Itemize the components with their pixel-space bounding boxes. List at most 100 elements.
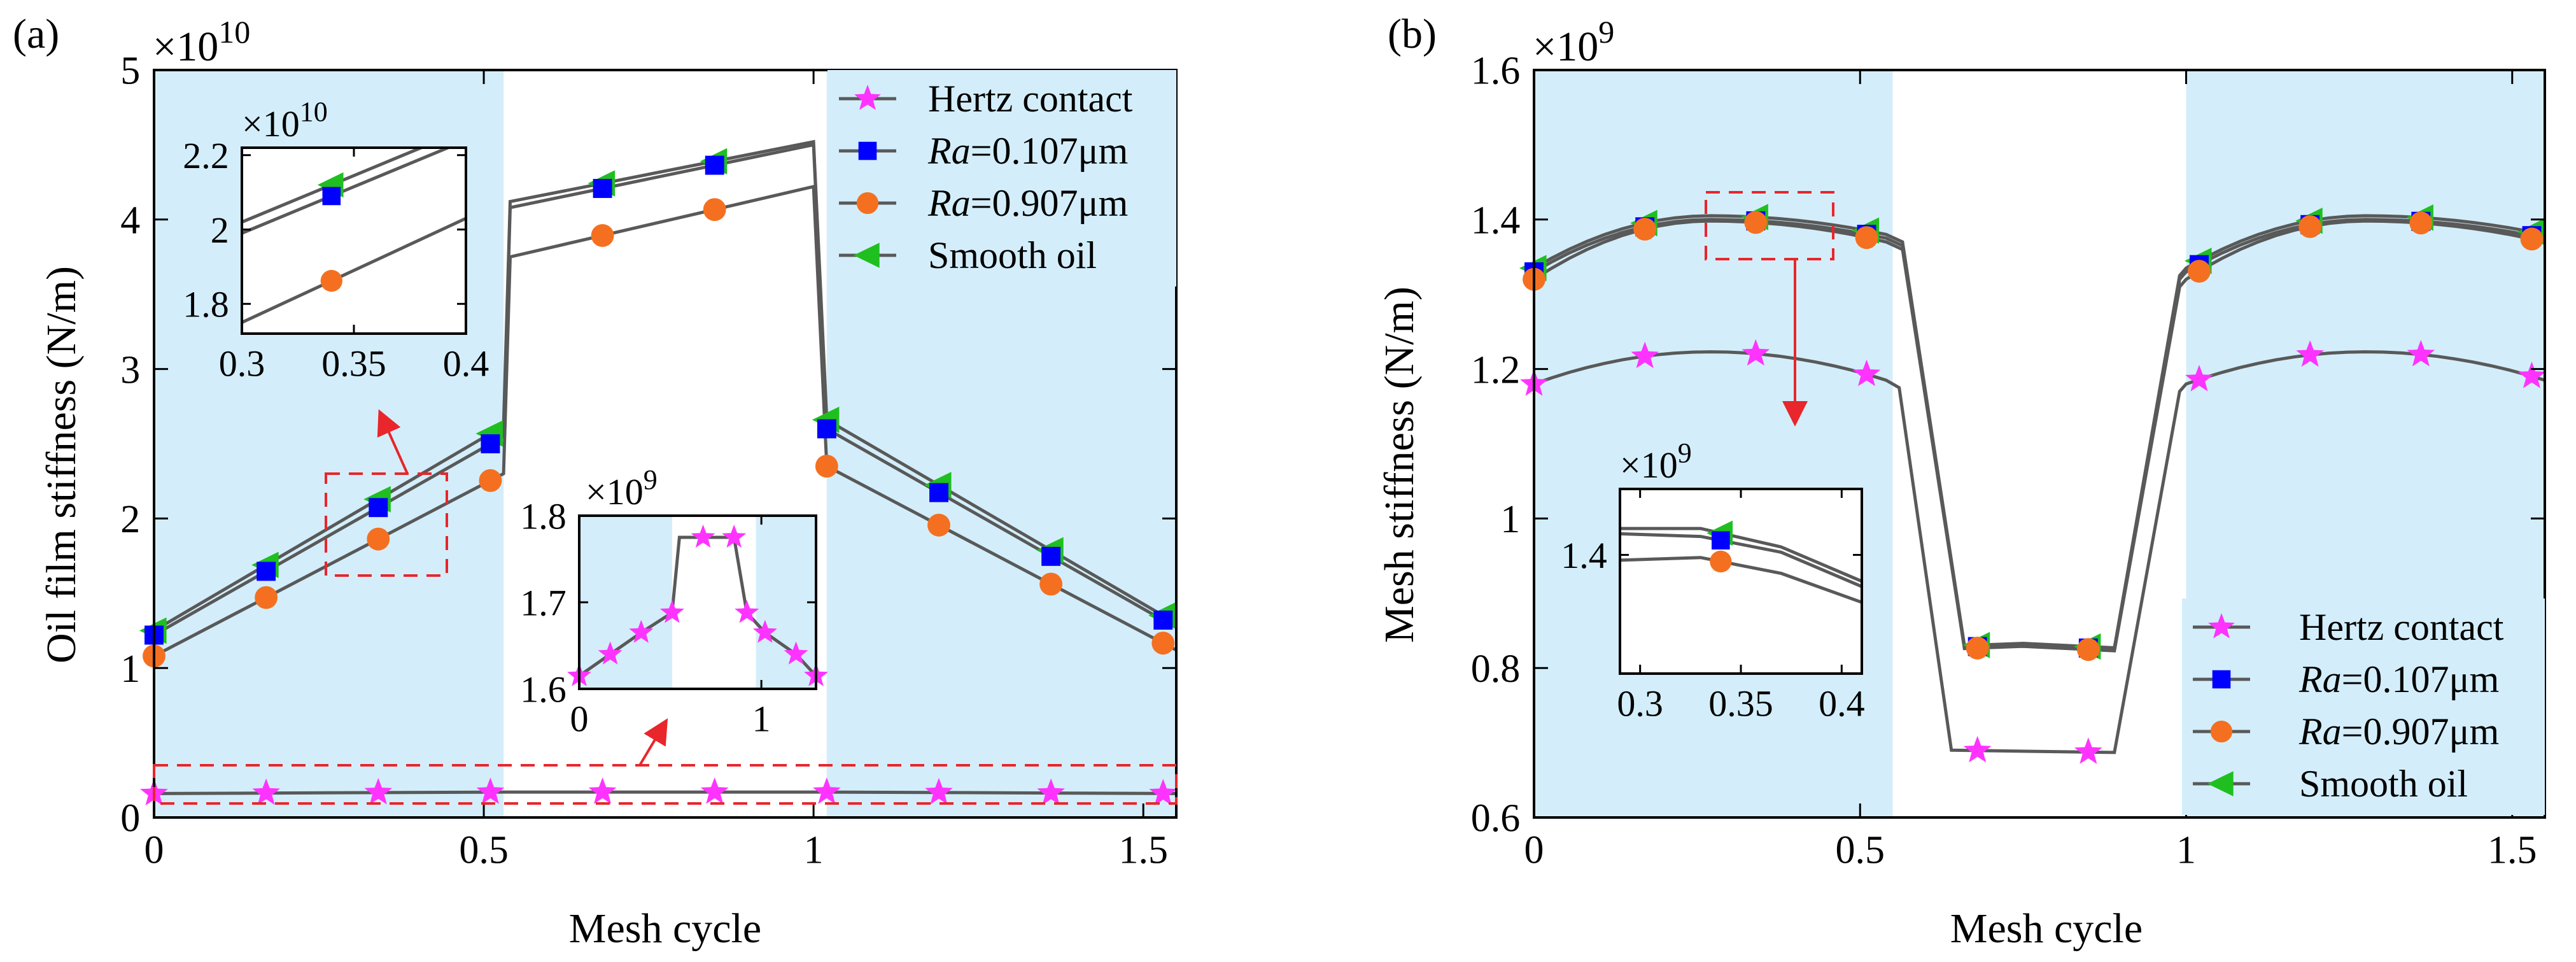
zoom-annotations-b: [1705, 191, 1834, 427]
inset-a-lower-marker-hertz: [659, 600, 684, 623]
exponent-a: ×1010: [153, 14, 250, 70]
marker-ra907-b: [2188, 260, 2211, 283]
exponent-b: ×109: [1533, 14, 1614, 70]
axis-a-frame: [153, 69, 1178, 819]
inset-a-lower-shade-right: [756, 516, 816, 689]
inset-a-lower-x-tick-label: 1: [752, 698, 771, 740]
axis-b-y-tick-label: 0.6: [1471, 797, 1521, 840]
inset-b-marker-ra107: [1712, 531, 1730, 550]
inset-a-upper-x-tick-label: 0.4: [443, 343, 489, 385]
inset-a-lower-y-tick-label: 1.6: [520, 668, 567, 710]
axis-a-y-tick-label: 5: [120, 50, 140, 93]
marker-hertz-b: [1852, 359, 1881, 386]
marker-ra907-b: [2076, 638, 2100, 661]
marker-ra107-a: [257, 562, 276, 581]
inset-b-marker-ra907: [1710, 550, 1732, 573]
x-axis-label-b: Mesh cycle: [1950, 905, 2143, 952]
inset-a-upper-y-tick-label: 2.2: [183, 135, 229, 176]
series-line-smooth-a: [153, 139, 1178, 632]
marker-hertz-a: [813, 777, 841, 804]
legend-label-hertz-a: Hertz contact: [928, 78, 1133, 120]
inset-a-upper-line-ra907: [242, 216, 466, 324]
inset-a-lower-shade-left: [579, 516, 672, 689]
legend-label-ra107-a: Ra=0.107μm: [927, 130, 1128, 172]
inset-a-lower-marker-hertz: [735, 600, 759, 623]
inset-a-lower-x-tick-label: 0: [570, 698, 589, 740]
inset-a-lower-marker-hertz: [598, 641, 623, 665]
marker-ra907-a: [927, 513, 950, 537]
axis-a-y-tick-label: 4: [120, 199, 140, 243]
legend-marker-hertz: [854, 85, 881, 110]
inset-b-x-tick-label: 0.3: [1617, 683, 1663, 725]
inset-b-frame: [1619, 488, 1863, 675]
legend-label-ra907-b: Ra=0.907μm: [2298, 711, 2499, 753]
inset-a-lower-frame: [578, 514, 817, 690]
zoom-box-a-upper: [325, 472, 448, 577]
marker-hertz-a: [1037, 778, 1065, 805]
legend-a: Hertz contact Ra=0.107μm Ra=0.907μm Smoo…: [827, 70, 1176, 286]
inset-a-upper-marker-ra107: [322, 187, 341, 206]
inset-a-upper-bg: [242, 148, 466, 334]
marker-hertz-b: [1742, 339, 1770, 366]
axis-a-y-tick-label: 2: [120, 498, 140, 541]
inset-b-exponent: ×109: [1620, 437, 1692, 486]
legend-box-a: [827, 70, 1176, 286]
marker-hertz-b: [2517, 362, 2546, 388]
y-axis-label-a: Oil film stiffness (N/m): [38, 266, 85, 663]
legend-marker-ra907: [2210, 720, 2233, 743]
marker-ra907-b: [2409, 211, 2433, 235]
legend-entry-smooth-b: Smooth oil: [2193, 763, 2468, 805]
marker-ra107-a: [1153, 611, 1173, 630]
marker-ra907-a: [703, 198, 726, 222]
zoom-arrow-a-lower: [638, 718, 668, 767]
marker-ra907-b: [1633, 217, 1657, 241]
marker-hertz-a: [252, 778, 280, 805]
axis-b-y-tick-label: 1: [1500, 498, 1520, 541]
inset-a-upper-y-tick-label: 2: [211, 209, 229, 251]
inset-a-lower-marker-hertz: [629, 619, 654, 643]
marker-hertz-b: [1963, 735, 1992, 763]
panel-label-b: (b): [1388, 11, 1437, 57]
inset-a-upper-x-tick-label: 0.35: [321, 343, 386, 385]
zoom-box-a-lower: [153, 764, 1178, 805]
legend-entry-ra107-a: Ra=0.107μm: [839, 130, 1128, 172]
marker-hertz-b: [2407, 339, 2435, 367]
inset-a-lower-marker-hertz: [752, 619, 777, 643]
marker-ra107-a: [817, 419, 836, 439]
axis-b-y-tick-label: 1.6: [1471, 50, 1521, 93]
y-axis-label-b: Mesh stiffness (N/m): [1376, 286, 1423, 643]
marker-ra907-a: [1151, 632, 1175, 655]
zoom-box-b: [1705, 191, 1834, 260]
inset-a-upper-frame: [241, 146, 467, 335]
legend-marker-hertz: [2208, 613, 2235, 639]
marker-ra907-a: [367, 527, 390, 551]
legend-entry-ra107-b: Ra=0.107μm: [2193, 658, 2499, 700]
panel-a: (a) 0 0.5 1 1.5 0 1 2 3 4 5 Oil film stiffness (N…: [13, 11, 1178, 952]
series-line-ra107-a: [153, 143, 1178, 637]
inset-b-line-ra907: [1619, 556, 1862, 604]
legend-label-smooth-b: Smooth oil: [2299, 763, 2468, 805]
inset-a-upper-line-ra107: [242, 148, 453, 235]
shaded-region-b: [1534, 70, 1893, 817]
marker-ra907-b: [1744, 211, 1768, 234]
marker-ra907-a: [479, 469, 502, 492]
inset-a-upper-line-smooth: [242, 148, 426, 224]
panel-b: (b) 0 0.5 1 1.5 0.6 0.8 1 1.2 1.4 1.6 Mesh stiffn…: [1376, 11, 2546, 952]
x-axis-label-a: Mesh cycle: [569, 905, 761, 952]
inset-a-lower-exponent: ×109: [586, 464, 658, 513]
marker-hertz-b: [2296, 340, 2324, 367]
marker-ra907-a: [591, 223, 614, 247]
zoom-arrow-a-upper: [377, 409, 409, 474]
axis-a-y-tick-label: 0: [120, 797, 140, 840]
axis-a-y-tick-label: 1: [120, 647, 140, 691]
inset-a-upper-marker-ra907: [320, 269, 342, 292]
marker-ra907-a: [1039, 572, 1063, 596]
marker-ra107-a: [593, 179, 612, 198]
legend-entry-ra907-b: Ra=0.907μm: [2193, 711, 2499, 753]
legend-marker-smooth: [854, 243, 880, 268]
legend-entry-hertz-a: Hertz contact: [839, 78, 1133, 120]
marker-ra907-b: [1966, 636, 1989, 660]
inset-a-upper-lines: [242, 148, 466, 324]
axis-b-x-tick-label: 1.5: [2488, 828, 2537, 872]
axis-b-y-tick-label: 0.8: [1471, 647, 1521, 691]
